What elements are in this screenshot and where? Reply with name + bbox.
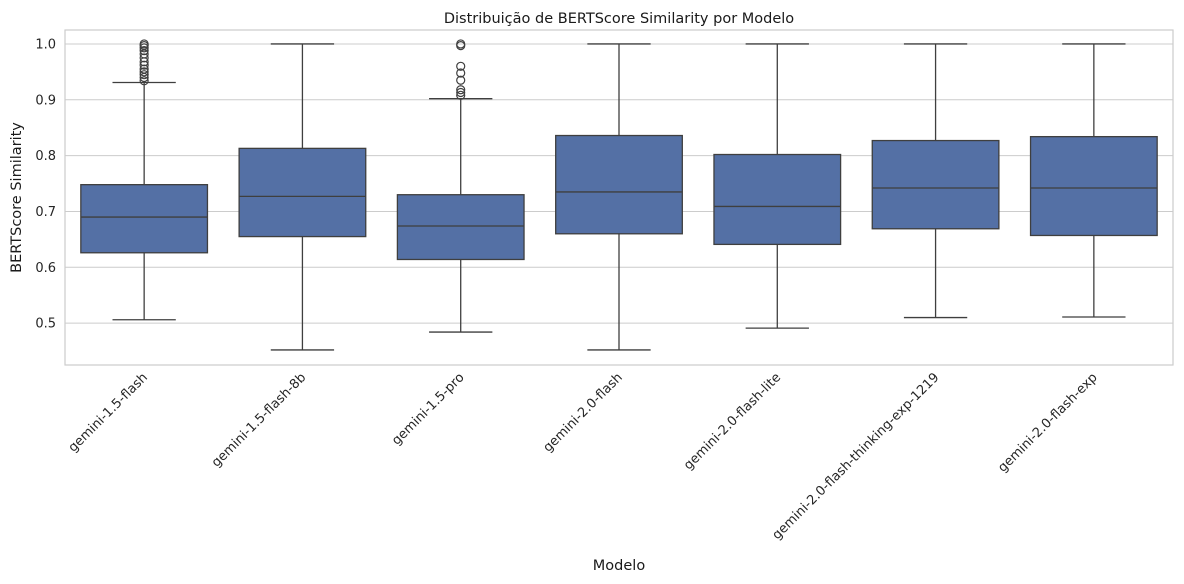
outlier-point bbox=[456, 39, 466, 49]
y-tick-label: 0.8 bbox=[35, 149, 56, 164]
iqr-box bbox=[396, 194, 525, 261]
box-gemini-2.0-flash-lite bbox=[713, 43, 842, 329]
x-tick-label: gemini-2.0-flash-lite bbox=[681, 370, 784, 473]
chart-title: Distribuição de BERTScore Similarity por… bbox=[444, 11, 794, 27]
outlier-point bbox=[139, 64, 149, 74]
x-tick-label: gemini-1.5-flash-8b bbox=[209, 370, 309, 470]
box-gemini-1.5-flash-8b bbox=[238, 43, 367, 351]
outlier-point bbox=[139, 46, 149, 56]
outlier-point bbox=[456, 87, 466, 98]
y-axis-ticks: 0.5 0.6 0.7 0.8 0.9 1.0 bbox=[35, 37, 56, 331]
box-gemini-2.0-flash-thinking-exp-1219 bbox=[871, 43, 1000, 319]
iqr-box bbox=[80, 184, 209, 254]
x-tick-label: gemini-1.5-pro bbox=[389, 370, 467, 448]
x-tick-label: gemini-2.0-flash-exp bbox=[995, 370, 1100, 475]
outlier-point bbox=[139, 76, 149, 86]
outlier-point bbox=[139, 39, 149, 49]
outlier-point bbox=[139, 70, 149, 80]
iqr-box bbox=[238, 147, 367, 238]
outlier-point bbox=[456, 68, 466, 78]
y-tick-label: 1.0 bbox=[35, 37, 56, 52]
outlier-point bbox=[139, 60, 149, 70]
outlier-point bbox=[139, 67, 149, 77]
iqr-box bbox=[871, 139, 1000, 230]
y-axis-label: BERTScore Similarity bbox=[9, 122, 25, 273]
box-series bbox=[80, 39, 1158, 351]
outlier-point bbox=[456, 90, 466, 100]
plot-area-frame bbox=[64, 29, 1174, 366]
x-tick-label: gemini-1.5-flash bbox=[66, 370, 151, 455]
box-gemini-2.0-flash-exp bbox=[1029, 43, 1158, 318]
outlier-point bbox=[456, 85, 466, 95]
x-tick-label: gemini-2.0-flash-thinking-exp-1219 bbox=[770, 370, 943, 543]
box-gemini-1.5-pro bbox=[396, 39, 525, 333]
iqr-box bbox=[1029, 135, 1158, 237]
iqr-box bbox=[555, 134, 683, 235]
iqr-box bbox=[713, 153, 842, 246]
box-gemini-2.0-flash bbox=[555, 43, 683, 351]
y-tick-label: 0.6 bbox=[35, 261, 56, 276]
outlier-point bbox=[456, 61, 466, 71]
box-gemini-1.5-flash bbox=[80, 39, 209, 321]
y-tick-label: 0.9 bbox=[35, 93, 56, 108]
outlier-point bbox=[456, 75, 466, 85]
x-axis-ticks: gemini-1.5-flash gemini-1.5-flash-8b gemin… bbox=[66, 370, 1101, 543]
y-tick-label: 0.5 bbox=[35, 317, 56, 332]
outlier-point bbox=[139, 53, 149, 63]
x-tick-label: gemini-2.0-flash bbox=[541, 370, 626, 455]
y-tick-label: 0.7 bbox=[35, 205, 56, 220]
x-axis-label: Modelo bbox=[593, 558, 646, 574]
